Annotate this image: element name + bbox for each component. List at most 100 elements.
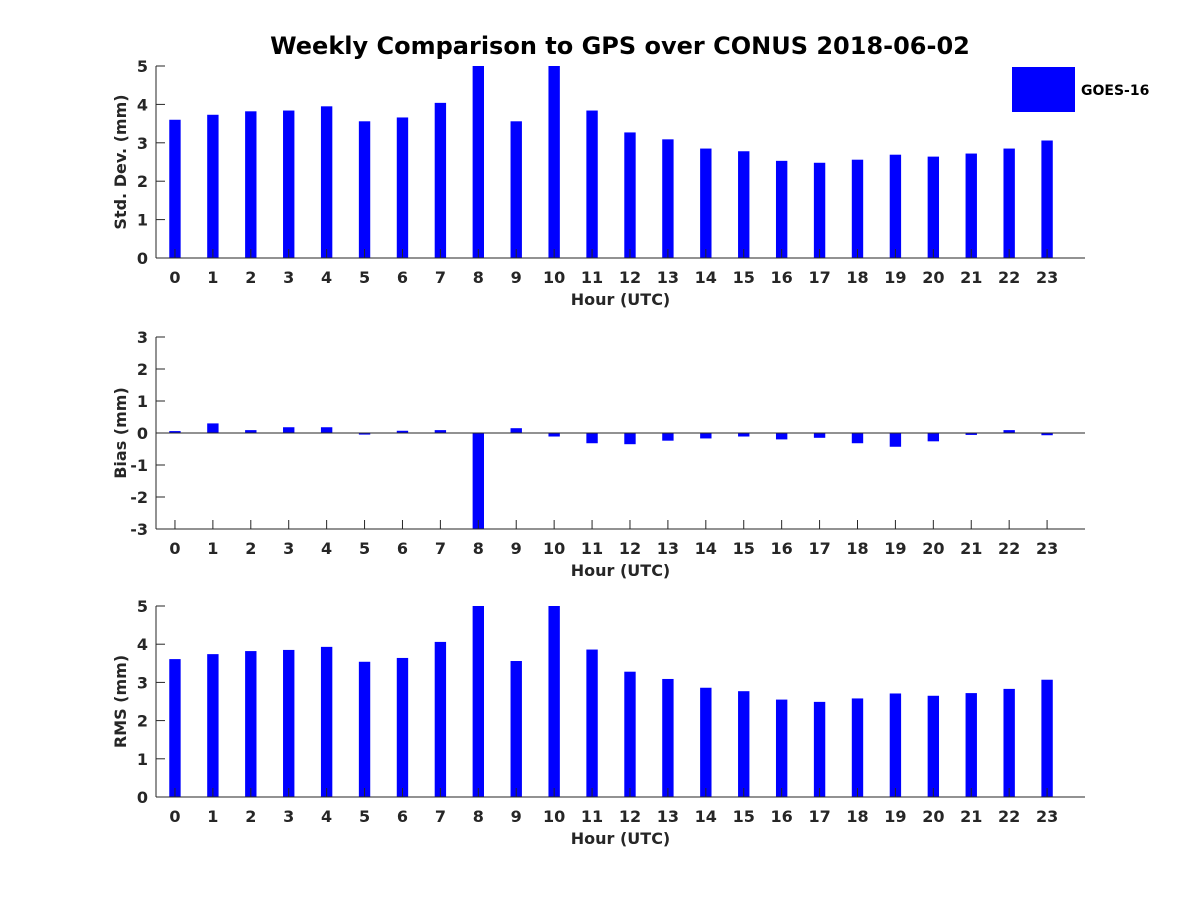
stddev-bar-0 bbox=[169, 119, 181, 258]
stddev-xtick-label: 13 bbox=[657, 268, 679, 287]
rms-ytick-label: 4 bbox=[137, 635, 148, 654]
rms-bar-4 bbox=[320, 646, 333, 797]
stddev-ytick-label: 2 bbox=[137, 172, 148, 191]
bias-bar-12 bbox=[624, 433, 636, 445]
bias-xtick-label: 17 bbox=[808, 539, 830, 558]
bias-xtick-label: 22 bbox=[998, 539, 1020, 558]
bias-xtick-label: 4 bbox=[321, 539, 332, 558]
stddev-bar-13 bbox=[662, 139, 674, 258]
bias-bar-17 bbox=[813, 433, 826, 438]
stddev-bar-12 bbox=[624, 132, 636, 258]
stddev-xtick-label: 9 bbox=[511, 268, 522, 287]
bias-ytick-label: -2 bbox=[130, 488, 148, 507]
rms-bar-3 bbox=[283, 649, 295, 797]
stddev-xtick-label: 22 bbox=[998, 268, 1020, 287]
rms-bar-10 bbox=[548, 606, 560, 797]
rms-xtick-label: 9 bbox=[511, 807, 522, 826]
rms-bar-19 bbox=[889, 693, 902, 797]
stddev-ytick-label: 0 bbox=[137, 249, 148, 268]
stddev-bar-9 bbox=[510, 121, 522, 258]
stddev-bar-18 bbox=[851, 159, 864, 258]
rms-bar-8 bbox=[472, 606, 484, 797]
stddev-xtick-label: 8 bbox=[473, 268, 484, 287]
stddev-xtick-label: 3 bbox=[283, 268, 294, 287]
bias-xtick-label: 2 bbox=[245, 539, 256, 558]
stddev-x-axis-label: Hour (UTC) bbox=[571, 290, 671, 309]
rms-bar-13 bbox=[662, 678, 674, 797]
bias-xtick-label: 14 bbox=[695, 539, 717, 558]
bias-xtick-label: 6 bbox=[397, 539, 408, 558]
rms-bar-16 bbox=[775, 699, 788, 797]
rms-xtick-label: 15 bbox=[733, 807, 755, 826]
rms-bar-7 bbox=[434, 641, 447, 797]
rms-bar-0 bbox=[169, 659, 181, 797]
stddev-xtick-label: 23 bbox=[1036, 268, 1058, 287]
rms-xtick-label: 8 bbox=[473, 807, 484, 826]
stddev-bar-8 bbox=[472, 66, 484, 258]
stddev-xtick-label: 14 bbox=[695, 268, 717, 287]
rms-xtick-label: 5 bbox=[359, 807, 370, 826]
stddev-xtick-label: 0 bbox=[169, 268, 180, 287]
rms-bar-17 bbox=[813, 701, 826, 797]
rms-bar-15 bbox=[738, 691, 750, 797]
bias-bar-23 bbox=[1041, 433, 1053, 436]
rms-xtick-label: 21 bbox=[960, 807, 982, 826]
bias-xtick-label: 7 bbox=[435, 539, 446, 558]
stddev-bar-19 bbox=[889, 154, 902, 258]
bias-bar-7 bbox=[434, 430, 447, 433]
stddev-bar-14 bbox=[700, 148, 712, 258]
bias-bar-19 bbox=[889, 433, 902, 447]
rms-xtick-label: 0 bbox=[169, 807, 180, 826]
bias-xtick-label: 9 bbox=[511, 539, 522, 558]
stddev-xtick-label: 17 bbox=[808, 268, 830, 287]
bias-bar-11 bbox=[586, 433, 598, 444]
bias-xtick-label: 18 bbox=[846, 539, 868, 558]
rms-ytick-label: 0 bbox=[137, 788, 148, 807]
rms-xtick-label: 7 bbox=[435, 807, 446, 826]
rms-xtick-label: 10 bbox=[543, 807, 565, 826]
stddev-y-axis-label: Std. Dev. (mm) bbox=[111, 94, 130, 229]
bias-xtick-label: 11 bbox=[581, 539, 603, 558]
rms-xtick-label: 2 bbox=[245, 807, 256, 826]
stddev-xtick-label: 21 bbox=[960, 268, 982, 287]
bias-bar-15 bbox=[738, 433, 750, 437]
stddev-bar-6 bbox=[396, 117, 409, 259]
stddev-bar-10 bbox=[548, 66, 560, 258]
bias-bar-22 bbox=[1003, 430, 1015, 433]
bias-xtick-label: 16 bbox=[771, 539, 793, 558]
rms-bar-9 bbox=[510, 661, 522, 797]
stddev-ytick-label: 3 bbox=[137, 134, 148, 153]
bias-ytick-label: -3 bbox=[130, 520, 148, 539]
rms-bar-5 bbox=[358, 661, 371, 797]
rms-xtick-label: 12 bbox=[619, 807, 641, 826]
stddev-xtick-label: 11 bbox=[581, 268, 603, 287]
bias-bar-9 bbox=[510, 428, 522, 433]
bias-xtick-label: 12 bbox=[619, 539, 641, 558]
stddev-bar-2 bbox=[245, 111, 257, 258]
stddev-bar-21 bbox=[965, 153, 977, 258]
bias-bar-13 bbox=[662, 433, 674, 441]
stddev-xtick-label: 7 bbox=[435, 268, 446, 287]
bias-bar-20 bbox=[927, 433, 940, 442]
bias-ytick-label: 2 bbox=[137, 360, 148, 379]
stddev-xtick-label: 5 bbox=[359, 268, 370, 287]
bias-x-axis-label: Hour (UTC) bbox=[571, 561, 671, 580]
bias-bar-4 bbox=[320, 427, 333, 433]
bias-bar-0 bbox=[169, 431, 181, 433]
legend: GOES-16 bbox=[1012, 67, 1149, 112]
rms-bar-11 bbox=[586, 649, 598, 797]
stddev-bar-15 bbox=[738, 151, 750, 258]
bias-bar-14 bbox=[700, 433, 712, 439]
rms-ytick-label: 5 bbox=[137, 597, 148, 616]
bias-bar-21 bbox=[965, 433, 977, 435]
rms-bar-18 bbox=[851, 698, 864, 797]
stddev-bar-20 bbox=[927, 156, 940, 258]
stddev-ytick-label: 5 bbox=[137, 57, 148, 76]
bias-y-axis-label: Bias (mm) bbox=[111, 387, 130, 479]
stddev-xtick-label: 1 bbox=[207, 268, 218, 287]
rms-xtick-label: 13 bbox=[657, 807, 679, 826]
rms-xtick-label: 3 bbox=[283, 807, 294, 826]
rms-xtick-label: 22 bbox=[998, 807, 1020, 826]
stddev-ytick-label: 4 bbox=[137, 95, 148, 114]
